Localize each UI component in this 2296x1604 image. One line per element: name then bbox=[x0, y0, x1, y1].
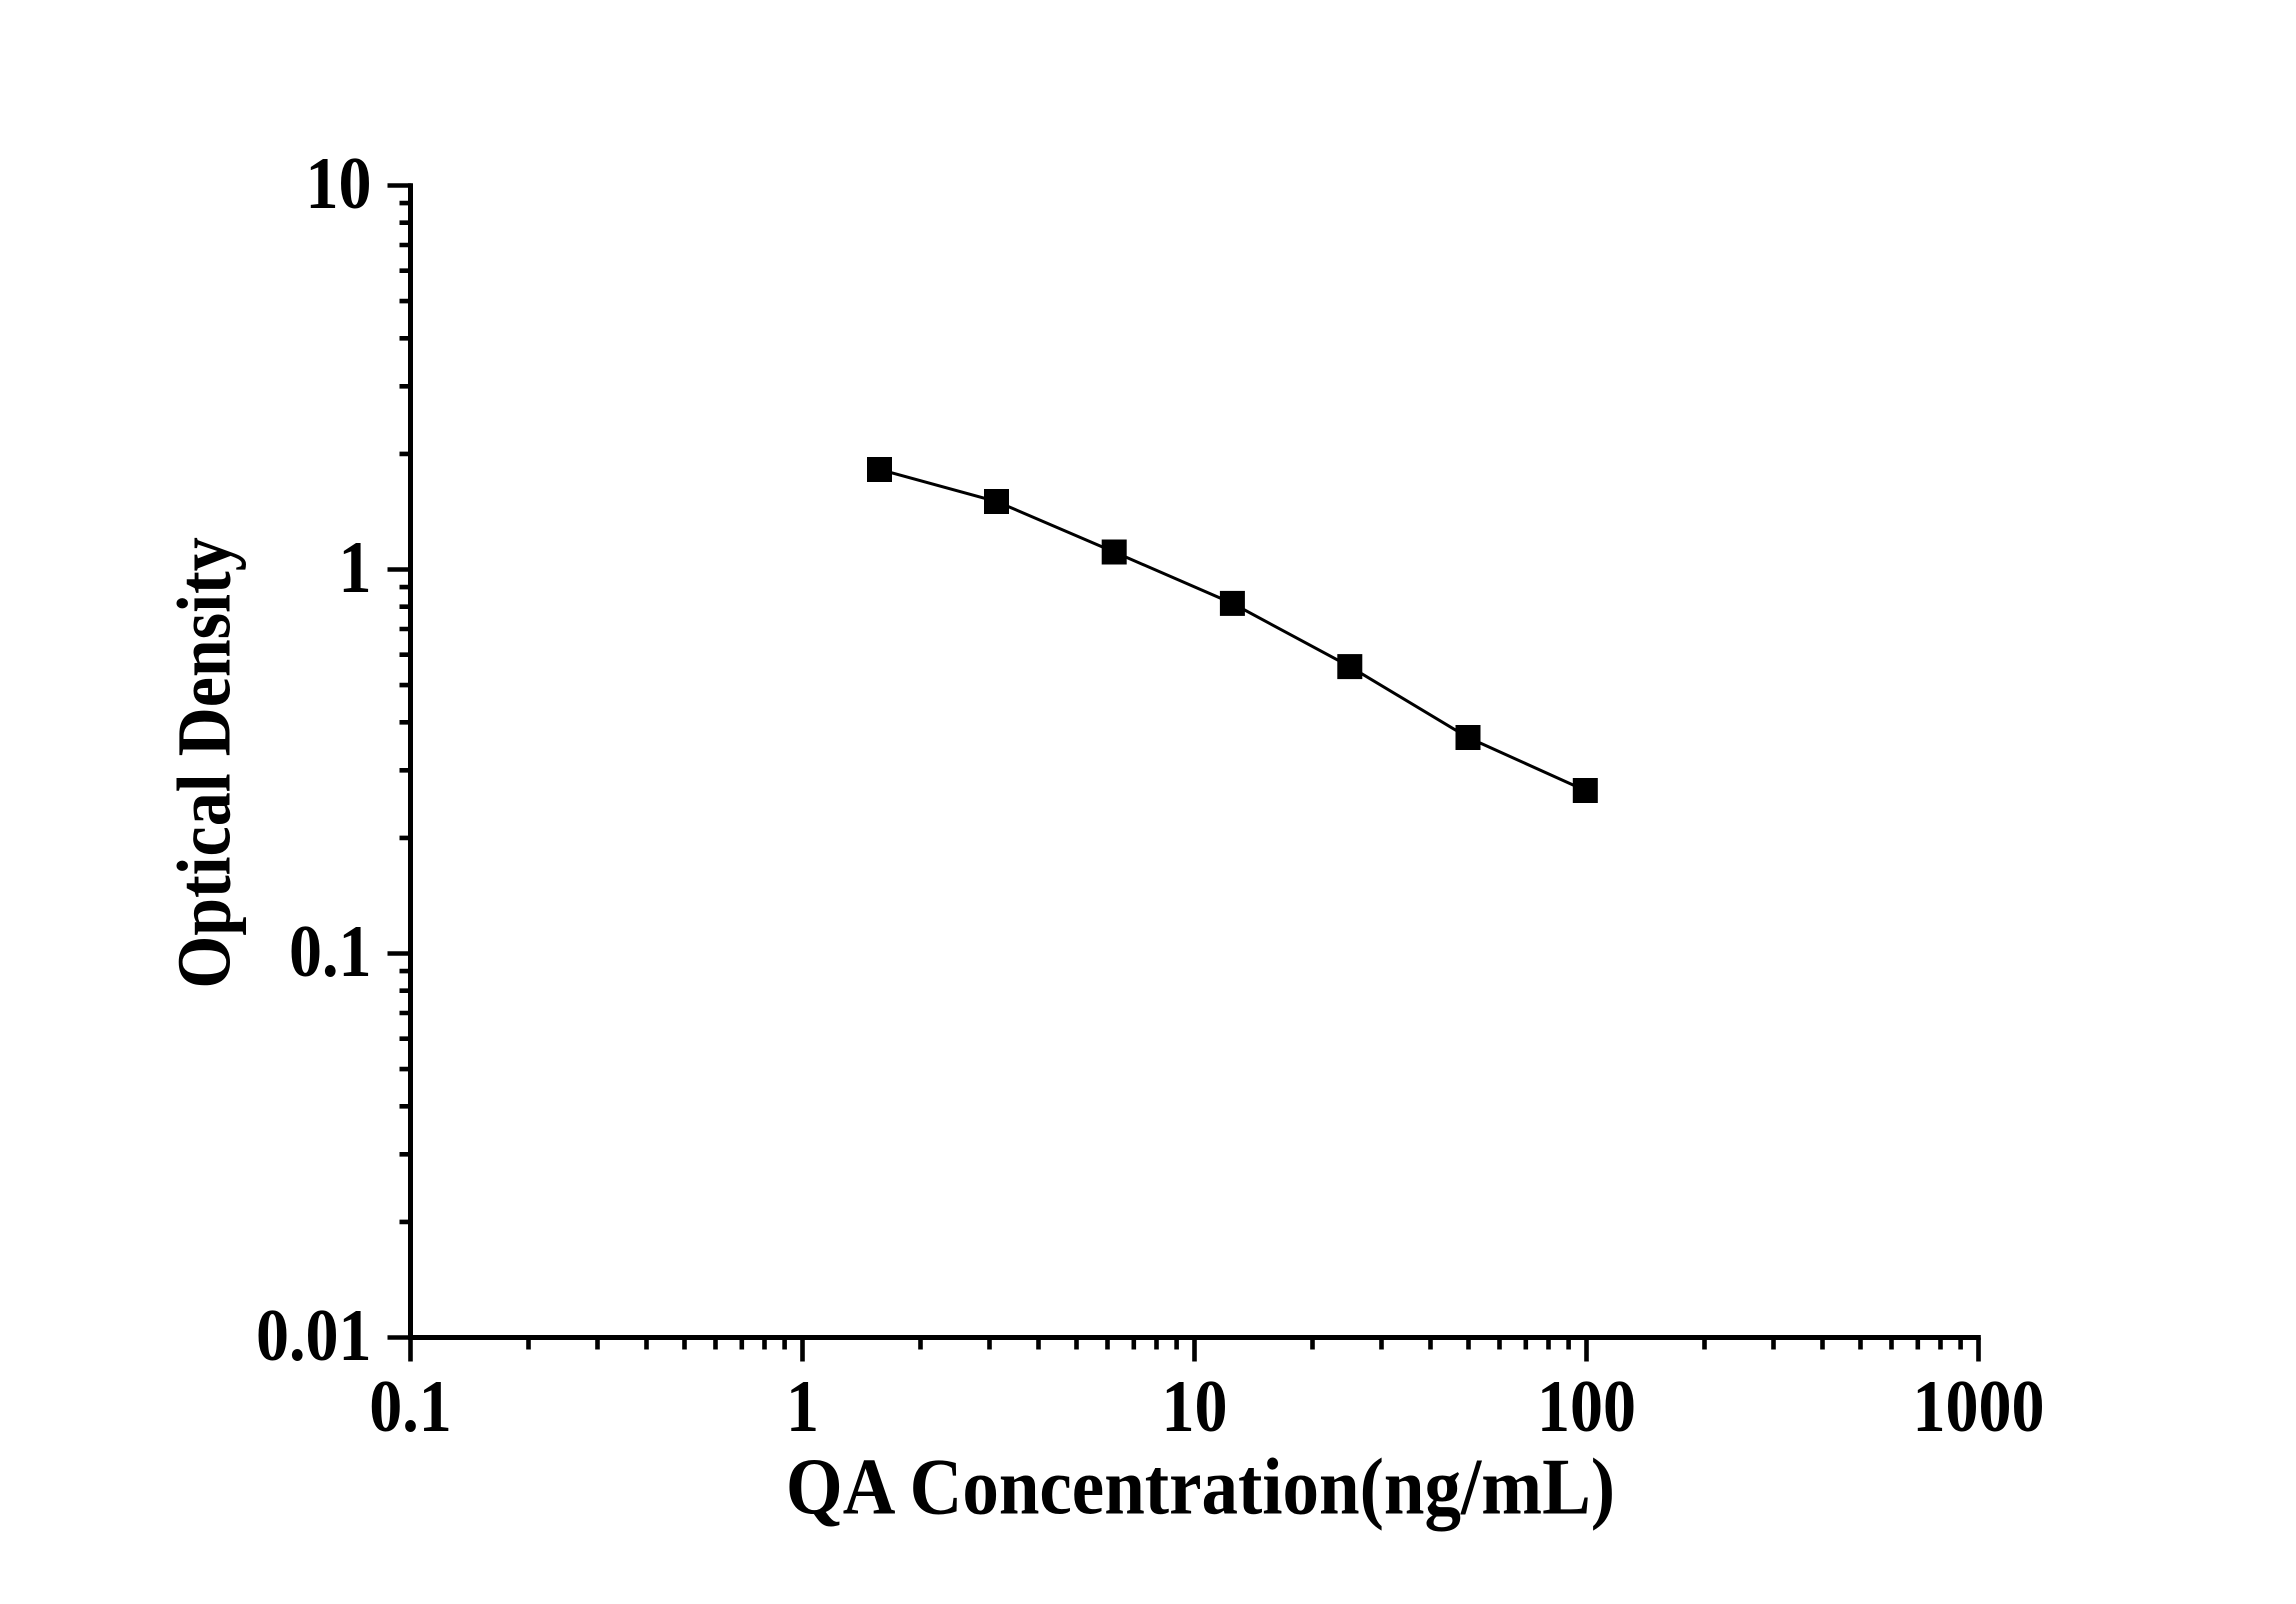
svg-text:1: 1 bbox=[339, 528, 372, 609]
svg-text:1: 1 bbox=[786, 1367, 819, 1448]
svg-text:100: 100 bbox=[1537, 1367, 1636, 1448]
svg-text:0.01: 0.01 bbox=[256, 1296, 371, 1377]
svg-text:Optical Density: Optical Density bbox=[162, 537, 246, 988]
svg-text:1000: 1000 bbox=[1913, 1367, 2045, 1448]
svg-text:0.1: 0.1 bbox=[289, 912, 371, 993]
svg-text:0.1: 0.1 bbox=[369, 1367, 451, 1448]
svg-text:10: 10 bbox=[306, 144, 372, 225]
svg-text:10: 10 bbox=[1162, 1367, 1228, 1448]
svg-text:QA Concentration(ng/mL): QA Concentration(ng/mL) bbox=[786, 1442, 1615, 1531]
